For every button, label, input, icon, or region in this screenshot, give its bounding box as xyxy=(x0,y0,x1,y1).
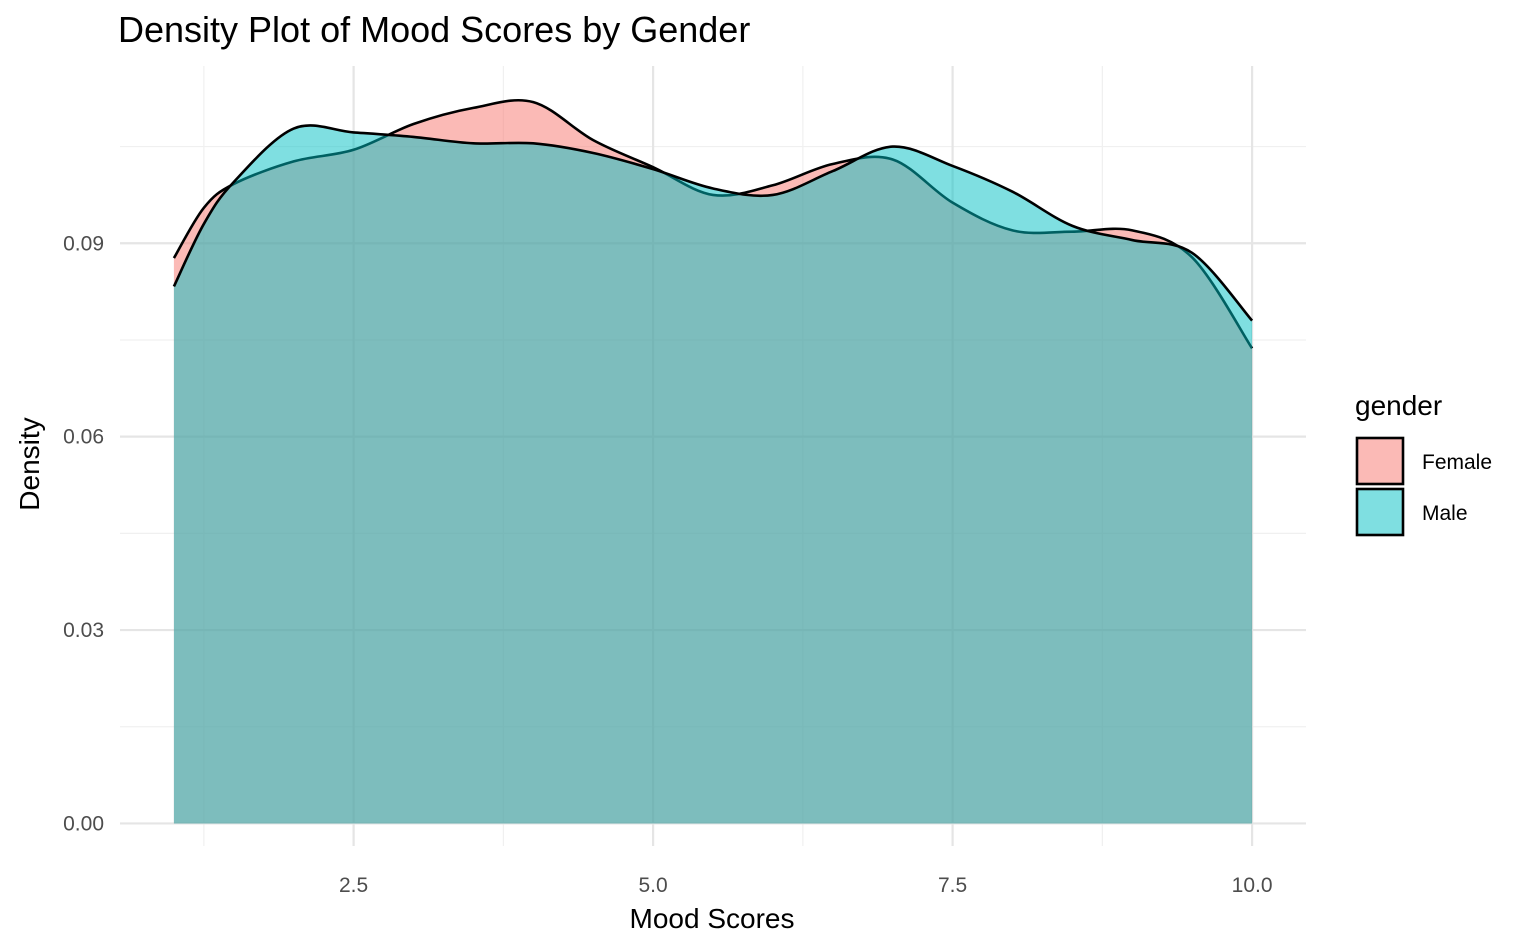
y-tick-label: 0.00 xyxy=(63,812,104,835)
legend: gender Female Male xyxy=(1355,390,1492,537)
density-areas xyxy=(172,98,1254,824)
legend-key-male xyxy=(1355,487,1405,537)
y-axis-ticks: 0.00 0.03 0.06 0.09 xyxy=(63,232,104,835)
y-tick-label: 0.06 xyxy=(63,426,104,449)
x-axis-title: Mood Scores xyxy=(630,903,795,934)
y-axis-title: Density xyxy=(14,417,45,510)
x-tick-label: 2.5 xyxy=(339,874,368,897)
chart-title: Density Plot of Mood Scores by Gender xyxy=(118,9,750,50)
x-tick-label: 10.0 xyxy=(1232,874,1273,897)
legend-label-male: Male xyxy=(1422,502,1468,525)
y-tick-label: 0.03 xyxy=(63,619,104,642)
y-tick-label: 0.09 xyxy=(63,232,104,255)
legend-title: gender xyxy=(1355,390,1442,421)
density-line-male xyxy=(172,124,1254,322)
legend-key-female xyxy=(1355,436,1405,486)
x-tick-label: 5.0 xyxy=(638,874,667,897)
x-tick-label: 7.5 xyxy=(938,874,967,897)
x-axis-ticks: 2.5 5.0 7.5 10.0 xyxy=(339,874,1273,897)
legend-label-female: Female xyxy=(1422,451,1492,474)
density-area-male xyxy=(173,125,1253,824)
